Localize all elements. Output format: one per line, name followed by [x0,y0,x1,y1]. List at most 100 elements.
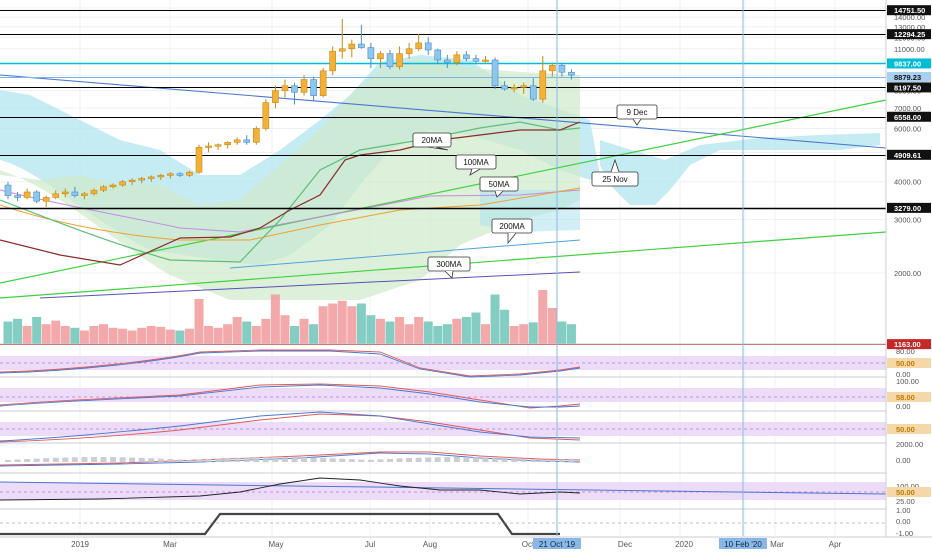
annotation-callout: 300MA [427,256,471,279]
macd-histogram-bar [472,457,479,462]
callout-label: 50MA [489,180,511,189]
macd-histogram-bar [224,458,231,462]
price-tick-label: 6000.00 [894,124,921,133]
callout-label: 300MA [436,260,462,269]
candle-body [42,197,50,202]
macd-histogram-bar [43,458,50,462]
panel-tick-label: 25.00 [896,497,915,506]
macd-histogram-bar [119,457,126,462]
price-tick-label: 14000.00 [894,13,925,22]
volume-bar [146,326,156,344]
macd-histogram-bar [501,457,508,462]
time-tick-label: Oct [522,540,535,549]
candle-body [549,65,556,72]
volume-bar [500,309,510,344]
volume-bar [471,312,481,344]
volume-bar [79,330,89,344]
volume-bar [127,330,137,344]
callout-pointer [427,146,449,151]
panel-band [0,356,886,370]
macd-histogram-bar [62,457,69,462]
candle-body [262,102,270,129]
callout-label: 20MA [422,136,444,145]
candle-body [52,193,60,198]
volume-bar [70,327,80,344]
volume-bar [137,327,147,344]
callout-pointer [494,190,504,198]
time-tick-label: Aug [423,540,437,549]
panel-tick-label: 100.00 [896,482,919,491]
ma-20-green [0,121,581,263]
ma-200 [229,239,581,269]
panel-tick-label: 80.00 [896,347,915,356]
volume-bar [118,328,128,344]
volume-bar [318,306,328,344]
time-highlight-label: 10 Feb '20 [724,540,762,549]
macd-histogram-bar [176,459,183,462]
candle-body [100,186,107,191]
macd-signal [0,452,581,467]
level-price-label: 12294.25 [894,30,925,39]
macd-histogram-bar [90,457,97,462]
panel-tick-label: 0.00 [896,517,911,526]
panel-marker-label: 58.00 [896,393,915,402]
candle-body [90,189,98,195]
macd-histogram-bar [5,460,11,462]
volume-bar [184,328,194,344]
volume-bar [232,317,242,344]
panel-tick-label: 0.00 [896,456,911,465]
time-tick-label: Jul [365,540,375,549]
candle-body [568,71,575,76]
panel-marker-label: 50.00 [896,425,915,434]
panel-band [0,422,886,436]
level-price-label: 8879.23 [894,73,921,82]
candle-body [186,171,193,176]
stoch-d [0,350,581,378]
annotation-callout: 100MA [455,154,497,176]
macd-histogram-bar [406,458,413,462]
candle-body [367,47,375,59]
annotation-callout: 9 Dec [616,104,658,126]
candle-body [157,175,165,178]
rsi-signal [0,384,581,408]
volume-bar [60,326,70,344]
volume-bar [13,318,23,344]
panel-tick-label: 1.00 [896,506,911,515]
macd-histogram-bar [320,457,327,462]
price-tick-label: 3000.00 [894,216,921,225]
macd-histogram-bar [157,458,164,462]
volume-bar [194,299,204,344]
macd-histogram-bar [71,457,78,462]
volume-bar [223,324,233,344]
macd-histogram-bar [205,458,212,462]
level-price-tag [887,339,931,350]
candle-body [539,70,547,100]
volume-bar [356,303,366,344]
time-highlight-tag [719,538,767,549]
level-price-label: 8197.50 [894,83,921,92]
candle-body [443,59,451,63]
candle-body [482,59,489,62]
volume-bar [41,324,51,344]
macd-histogram-bar [167,459,174,462]
macd-histogram-bar [339,458,346,462]
volume-bar [242,321,252,344]
time-tick-label: May [268,540,283,549]
macd-histogram-bar [415,457,422,462]
time-tick-label: Mar [770,540,784,549]
panel-marker-label: 50.00 [896,359,915,368]
macd-histogram-bar [387,458,393,462]
candle-body [291,85,298,93]
ma-20-red [0,121,581,266]
level-price-label: 6558.00 [894,113,921,122]
panel-tick-label: 100.00 [896,377,919,386]
volume-bar [375,318,385,344]
callout-label: 200MA [499,222,525,231]
annotation-callout: 200MA [491,218,533,245]
panel-tick-label: 0.00 [896,402,911,411]
macd-histogram-bar [425,457,432,462]
volume-bar [509,326,519,344]
macd-histogram-bar [52,457,59,462]
candle-body [214,144,222,147]
candle-body [81,193,88,196]
